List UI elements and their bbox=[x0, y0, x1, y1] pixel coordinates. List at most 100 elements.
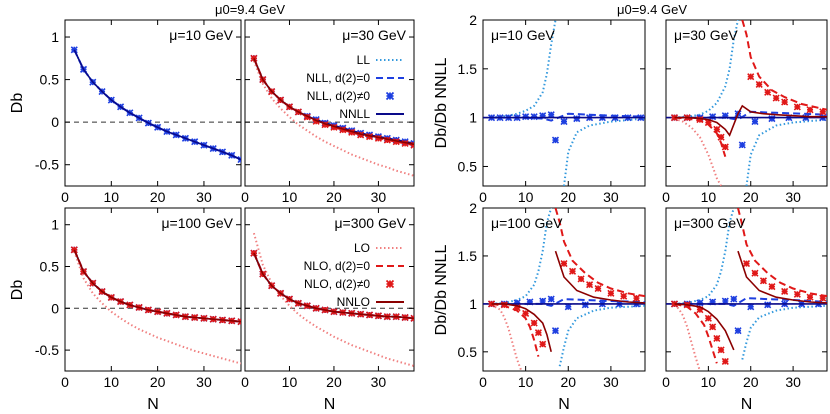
y-axis-label-top-left: Db bbox=[9, 93, 26, 114]
series-ll bbox=[741, 304, 827, 360]
data-point-marker bbox=[734, 327, 742, 335]
data-point-marker bbox=[632, 294, 641, 302]
x-tick-label: 30 bbox=[785, 189, 801, 205]
data-point-marker bbox=[365, 133, 374, 141]
data-point-marker bbox=[793, 290, 801, 298]
x-tick-label: 20 bbox=[560, 374, 576, 390]
series-ll bbox=[558, 304, 645, 367]
mu-label: μ=100 GeV bbox=[161, 215, 233, 231]
data-point-marker bbox=[759, 277, 768, 285]
series-ll bbox=[73, 49, 241, 161]
data-point-marker bbox=[696, 306, 704, 314]
series-nll-d-2-0 bbox=[491, 298, 645, 307]
y-tick-label: 1 bbox=[469, 110, 477, 126]
series-lo bbox=[252, 232, 414, 367]
series-ll bbox=[491, 20, 557, 119]
series-lo bbox=[491, 303, 523, 371]
data-point-marker bbox=[410, 141, 414, 149]
y-tick-label: 0 bbox=[51, 114, 59, 130]
x-tick-label: 0 bbox=[662, 374, 670, 390]
y-tick-label: 1 bbox=[469, 296, 477, 312]
plot-frame bbox=[244, 19, 415, 187]
y-tick-label: 1 bbox=[51, 29, 59, 45]
series-ll bbox=[491, 208, 553, 305]
mu-label: μ=30 GeV bbox=[342, 27, 406, 43]
data-point-marker bbox=[806, 293, 814, 301]
data-point-marker bbox=[522, 113, 530, 121]
legend-label: LL bbox=[357, 53, 371, 67]
y-tick-label: 1.5 bbox=[458, 248, 478, 264]
x-tick-label: 10 bbox=[104, 189, 120, 205]
x-axis-label: N bbox=[741, 396, 753, 413]
x-tick-label: 0 bbox=[662, 189, 670, 205]
series-ll bbox=[674, 208, 735, 305]
data-point-marker bbox=[755, 80, 763, 89]
mu-label: μ=300 GeV bbox=[674, 215, 746, 231]
panel-top-left: 0 10 20 30-0.500.51 μ=10 GeV bbox=[35, 19, 242, 205]
panel-bottom-right: 0 10 20 30 0.5 1 1.5 2 μ=100 GeV N bbox=[458, 200, 646, 413]
y-tick-label: 0.5 bbox=[40, 72, 60, 88]
data-point-marker bbox=[551, 327, 560, 335]
series-lo bbox=[73, 251, 241, 365]
data-point-marker bbox=[530, 113, 538, 121]
data-point-marker bbox=[607, 289, 615, 297]
data-point-marker bbox=[401, 139, 409, 148]
panel-top-right-2: 0 10 20 30 μ=30 GeV bbox=[662, 19, 828, 205]
x-tick-label: 0 bbox=[241, 189, 249, 205]
data-point-marker bbox=[721, 112, 729, 120]
x-tick-label: 20 bbox=[743, 374, 759, 390]
data-point-marker bbox=[709, 298, 717, 306]
x-tick-label: 0 bbox=[479, 189, 487, 205]
series-nlo-d-2-0 bbox=[741, 20, 827, 111]
series-nnll bbox=[73, 49, 241, 161]
data-point-marker bbox=[709, 323, 717, 331]
series-lo bbox=[252, 60, 414, 177]
series-group bbox=[483, 20, 645, 186]
mu-label: μ=300 GeV bbox=[334, 215, 406, 231]
data-point-marker bbox=[730, 295, 738, 303]
x-tick-label: 10 bbox=[518, 374, 534, 390]
data-point-marker bbox=[577, 275, 585, 283]
right-group-title: μ0=9.4 GeV bbox=[617, 2, 687, 17]
legend-label: NLL, d(2)=0 bbox=[306, 71, 370, 85]
mu-label: μ=100 GeV bbox=[491, 215, 563, 231]
data-point-marker bbox=[526, 298, 534, 306]
x-tick-label: 10 bbox=[282, 374, 298, 390]
legend-label: LO bbox=[354, 241, 370, 255]
data-point-marker bbox=[374, 134, 382, 142]
y-tick-label: 0.5 bbox=[458, 158, 478, 174]
y-tick-label: 1.5 bbox=[458, 61, 478, 77]
y-tick-label: 2 bbox=[469, 12, 477, 28]
x-axis-label: N bbox=[558, 396, 570, 413]
data-point-marker bbox=[330, 123, 338, 131]
plot-frame bbox=[482, 207, 646, 372]
data-point-marker bbox=[547, 111, 555, 119]
data-point-marker bbox=[237, 156, 241, 164]
data-point-marker bbox=[713, 125, 721, 133]
data-point-marker bbox=[522, 309, 530, 318]
data-point-marker bbox=[594, 284, 602, 293]
series-nnlo bbox=[674, 104, 827, 137]
series-nlo-d-2-0 bbox=[554, 208, 645, 298]
x-tick-label: 10 bbox=[701, 189, 717, 205]
data-point-marker bbox=[764, 88, 772, 96]
series-group bbox=[666, 208, 827, 371]
series-nnlo bbox=[73, 249, 241, 323]
legend-label: NLL, d(2)≠0 bbox=[307, 89, 371, 103]
data-point-marker bbox=[670, 300, 679, 308]
series-group bbox=[666, 20, 827, 186]
y-tick-label: 0.5 bbox=[458, 344, 478, 360]
data-point-marker bbox=[751, 269, 759, 277]
x-tick-label: 20 bbox=[743, 189, 759, 205]
data-point-marker bbox=[709, 113, 717, 121]
data-point-marker bbox=[581, 301, 589, 309]
series-nll-d-2-0 bbox=[73, 49, 241, 161]
data-point-marker bbox=[696, 116, 704, 124]
plot-frame bbox=[64, 207, 242, 372]
y-tick-label: -0.5 bbox=[35, 342, 59, 358]
data-point-marker bbox=[747, 303, 755, 311]
series-group bbox=[483, 208, 645, 371]
data-point-marker bbox=[772, 94, 780, 102]
data-point-marker bbox=[539, 297, 547, 305]
